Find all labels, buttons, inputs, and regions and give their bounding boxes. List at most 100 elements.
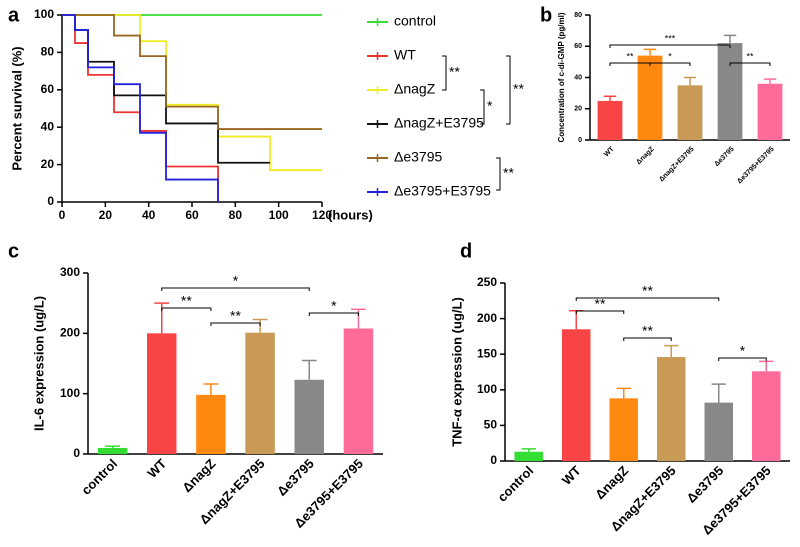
bar — [717, 43, 743, 140]
y-tick-label: 40 — [574, 74, 582, 81]
bar — [609, 398, 638, 461]
y-tick-label: 80 — [41, 45, 55, 59]
y-tick-label: 50 — [484, 418, 498, 432]
x-tick-label: 80 — [229, 208, 243, 222]
survival-line — [62, 14, 322, 172]
sig-bracket — [442, 55, 447, 91]
panel-label: c — [8, 240, 19, 262]
y-tick-label: 0 — [578, 137, 582, 144]
sig-label: ** — [626, 51, 634, 61]
x-axis-label: (hours) — [328, 207, 373, 222]
x-tick-label: ΔnagZ — [592, 463, 631, 502]
y-tick-label: 100 — [477, 382, 497, 396]
bar — [562, 329, 591, 461]
survival-line — [62, 14, 219, 202]
bar — [294, 379, 324, 454]
sig-label: * — [487, 98, 493, 114]
bar — [637, 55, 663, 140]
y-tick-label: 40 — [41, 119, 55, 133]
x-tick-label: 0 — [59, 208, 66, 222]
x-tick-label: 40 — [142, 208, 156, 222]
x-tick-label: 100 — [269, 208, 289, 222]
y-tick-label: 100 — [60, 386, 80, 400]
survival-line — [62, 14, 322, 130]
bar — [677, 85, 703, 140]
bar — [97, 447, 128, 454]
error-bar — [521, 448, 536, 452]
sig-label: ** — [181, 293, 192, 309]
sig-label: ** — [503, 165, 514, 181]
error-bar — [711, 383, 726, 403]
sig-bracket — [506, 55, 511, 125]
bar — [245, 332, 275, 454]
x-tick-label: 60 — [185, 208, 199, 222]
x-tick-label: ΔnagZ+E3795 — [658, 146, 696, 184]
error-bar — [723, 34, 737, 44]
sig-label: * — [331, 298, 337, 314]
y-tick-label: 300 — [60, 265, 80, 279]
error-bar — [616, 387, 631, 399]
sig-label: *** — [665, 33, 676, 43]
error-bar — [763, 78, 777, 84]
y-tick-label: 200 — [477, 311, 497, 325]
sig-bracket — [718, 357, 767, 361]
y-tick-label: 20 — [41, 157, 55, 171]
y-tick-label: 200 — [60, 326, 80, 340]
sig-bracket — [210, 322, 261, 326]
y-tick-label: 250 — [477, 275, 497, 289]
y-axis-label: TNF-α expression (ug/L) — [449, 297, 464, 447]
legend-label: control — [394, 13, 436, 29]
x-tick-label: 20 — [99, 208, 113, 222]
y-tick-label: 150 — [477, 346, 497, 360]
sig-bracket — [308, 312, 359, 316]
bar — [514, 451, 543, 461]
error-bar — [301, 359, 317, 380]
legend-label: Δe3795+E3795 — [394, 183, 491, 199]
error-bar — [252, 318, 268, 333]
y-tick-label: 0 — [490, 453, 497, 467]
sig-label: ** — [230, 308, 241, 324]
panel-label: d — [460, 240, 472, 262]
sig-label: ** — [746, 51, 754, 61]
sig-label: ** — [513, 81, 524, 97]
error-bar — [643, 48, 657, 56]
x-tick-label: WT — [144, 456, 169, 481]
y-axis-label: Percent survival (%) — [9, 46, 24, 170]
sig-label: ** — [449, 64, 460, 80]
x-tick-label: control — [78, 456, 120, 498]
y-tick-label: 0 — [73, 446, 80, 460]
panel-label: a — [8, 4, 20, 26]
sig-bracket — [649, 62, 691, 66]
legend-label: WT — [394, 47, 416, 63]
bar — [757, 83, 783, 140]
bar — [597, 100, 623, 140]
y-tick-label: 0 — [47, 194, 54, 208]
x-tick-label: control — [495, 463, 537, 505]
x-tick-label: Δe3795 — [684, 463, 727, 506]
x-tick-label: WT — [559, 463, 584, 488]
y-tick-label: 60 — [41, 82, 55, 96]
x-tick-label: Δe3795 — [713, 146, 735, 168]
sig-bracket — [575, 310, 625, 314]
y-tick-label: 80 — [574, 12, 582, 19]
bar — [657, 357, 686, 461]
y-axis-label: IL-6 expression (ug/L) — [31, 296, 46, 431]
sig-label: ** — [642, 323, 653, 339]
error-bar — [664, 344, 679, 358]
bar — [196, 394, 226, 454]
y-axis-label: Concentration of c-di-GMP (pg/ml) — [557, 12, 566, 142]
sig-bracket — [609, 44, 731, 48]
sig-bracket — [161, 287, 310, 291]
x-tick-label: WT — [603, 145, 616, 158]
y-tick-label: 60 — [574, 43, 582, 50]
sig-label: * — [233, 273, 239, 289]
bar — [752, 371, 781, 461]
sig-label: ** — [595, 296, 606, 312]
sig-label: * — [740, 343, 746, 359]
x-tick-label: Δe3795 — [274, 456, 317, 499]
x-tick-label: ΔnagZ — [635, 145, 656, 166]
legend-label: ΔnagZ+E3795 — [394, 115, 484, 131]
error-bar — [603, 95, 617, 101]
y-tick-label: 100 — [34, 7, 54, 21]
